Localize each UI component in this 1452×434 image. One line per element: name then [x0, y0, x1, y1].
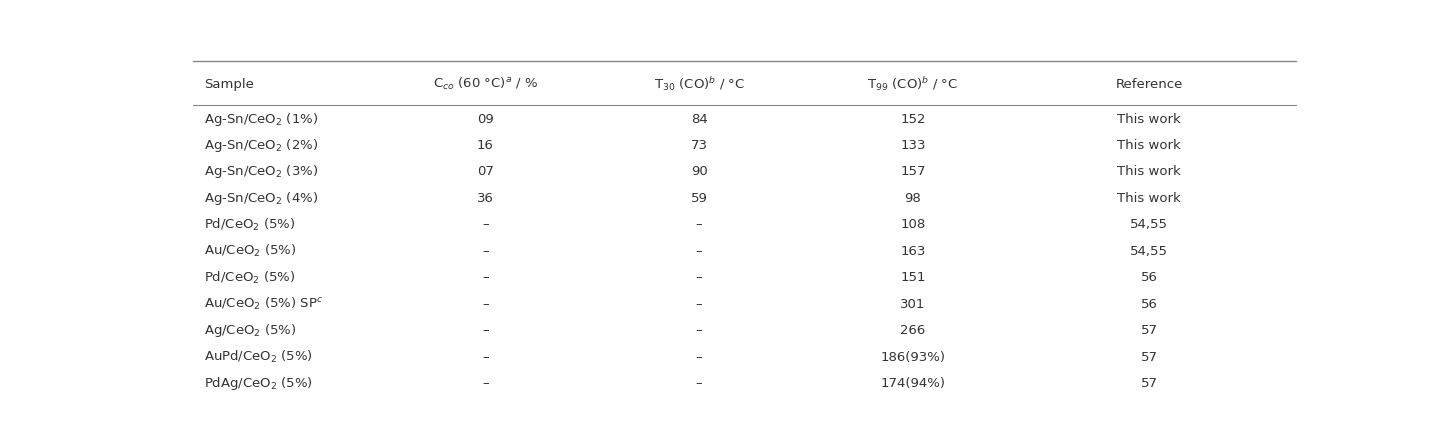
Text: 266: 266: [900, 323, 925, 336]
Text: Pd/CeO$_2$ (5%): Pd/CeO$_2$ (5%): [203, 269, 295, 285]
Text: 108: 108: [900, 218, 925, 231]
Text: 151: 151: [900, 271, 926, 284]
Text: –: –: [482, 350, 489, 363]
Text: Ag-Sn/CeO$_2$ (4%): Ag-Sn/CeO$_2$ (4%): [203, 190, 318, 207]
Text: Sample: Sample: [203, 77, 254, 90]
Text: –: –: [696, 244, 703, 257]
Text: 54,55: 54,55: [1130, 218, 1169, 231]
Text: 301: 301: [900, 297, 925, 310]
Text: –: –: [696, 323, 703, 336]
Text: 57: 57: [1141, 323, 1157, 336]
Text: –: –: [482, 297, 489, 310]
Text: –: –: [696, 297, 703, 310]
Text: 54,55: 54,55: [1130, 244, 1169, 257]
Text: 98: 98: [905, 191, 922, 204]
Text: –: –: [696, 376, 703, 389]
Text: C$_{co}$ (60 °C)$^a$ / %: C$_{co}$ (60 °C)$^a$ / %: [433, 76, 537, 92]
Text: Reference: Reference: [1115, 77, 1183, 90]
Text: 157: 157: [900, 165, 926, 178]
Text: 174(94%): 174(94%): [880, 376, 945, 389]
Text: This work: This work: [1118, 191, 1180, 204]
Text: 133: 133: [900, 139, 926, 151]
Text: 152: 152: [900, 112, 926, 125]
Text: Ag-Sn/CeO$_2$ (2%): Ag-Sn/CeO$_2$ (2%): [203, 137, 318, 154]
Text: –: –: [696, 271, 703, 284]
Text: 07: 07: [476, 165, 494, 178]
Text: This work: This work: [1118, 112, 1180, 125]
Text: This work: This work: [1118, 139, 1180, 151]
Text: 84: 84: [691, 112, 707, 125]
Text: 56: 56: [1141, 271, 1157, 284]
Text: PdAg/CeO$_2$ (5%): PdAg/CeO$_2$ (5%): [203, 374, 314, 391]
Text: Ag-Sn/CeO$_2$ (3%): Ag-Sn/CeO$_2$ (3%): [203, 163, 318, 180]
Text: –: –: [482, 218, 489, 231]
Text: 09: 09: [476, 112, 494, 125]
Text: Au/CeO$_2$ (5%): Au/CeO$_2$ (5%): [203, 243, 296, 259]
Text: This work: This work: [1118, 165, 1180, 178]
Text: 57: 57: [1141, 350, 1157, 363]
Text: 59: 59: [691, 191, 707, 204]
Text: 56: 56: [1141, 297, 1157, 310]
Text: T$_{99}$ (CO)$^b$ / °C: T$_{99}$ (CO)$^b$ / °C: [867, 75, 958, 93]
Text: 16: 16: [476, 139, 494, 151]
Text: Ag-Sn/CeO$_2$ (1%): Ag-Sn/CeO$_2$ (1%): [203, 110, 318, 127]
Text: 90: 90: [691, 165, 707, 178]
Text: –: –: [482, 271, 489, 284]
Text: 36: 36: [476, 191, 494, 204]
Text: Pd/CeO$_2$ (5%): Pd/CeO$_2$ (5%): [203, 216, 295, 232]
Text: –: –: [482, 323, 489, 336]
Text: 73: 73: [691, 139, 707, 151]
Text: –: –: [696, 350, 703, 363]
Text: Ag/CeO$_2$ (5%): Ag/CeO$_2$ (5%): [203, 322, 296, 339]
Text: –: –: [696, 218, 703, 231]
Text: AuPd/CeO$_2$ (5%): AuPd/CeO$_2$ (5%): [203, 349, 314, 365]
Text: 57: 57: [1141, 376, 1157, 389]
Text: 163: 163: [900, 244, 925, 257]
Text: Au/CeO$_2$ (5%) SP$^c$: Au/CeO$_2$ (5%) SP$^c$: [203, 296, 324, 312]
Text: –: –: [482, 244, 489, 257]
Text: T$_{30}$ (CO)$^b$ / °C: T$_{30}$ (CO)$^b$ / °C: [653, 75, 745, 93]
Text: 186(93%): 186(93%): [880, 350, 945, 363]
Text: –: –: [482, 376, 489, 389]
